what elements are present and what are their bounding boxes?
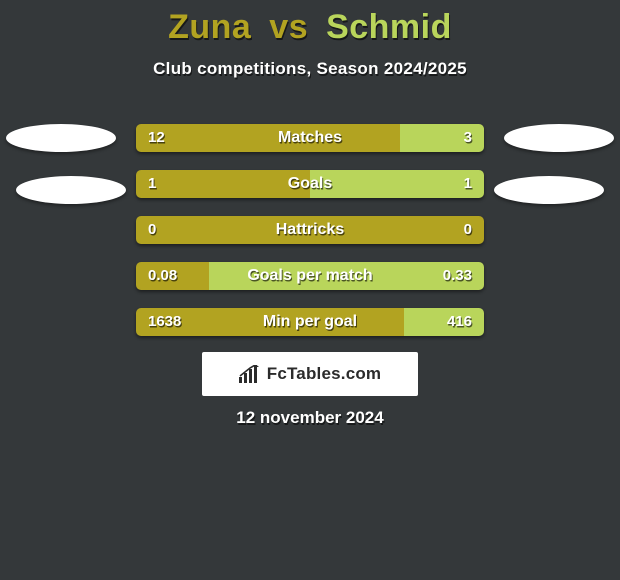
stat-row: 0.080.33Goals per match [136,262,484,290]
subtitle: Club competitions, Season 2024/2025 [0,59,620,79]
value-left: 1638 [136,308,193,336]
stat-row: 00Hattricks [136,216,484,244]
player1-name: Zuna [168,8,251,46]
avatar [16,176,126,204]
avatar [504,124,614,152]
value-right: 416 [435,308,484,336]
value-left: 12 [136,124,177,152]
value-right: 3 [452,124,484,152]
stat-row: 1638416Min per goal [136,308,484,336]
vs-label: vs [269,8,308,46]
value-right: 0 [452,216,484,244]
avatar [6,124,116,152]
stat-row: 123Matches [136,124,484,152]
value-right: 1 [452,170,484,198]
badge-label: FcTables.com [267,364,382,384]
snapshot-date: 12 november 2024 [0,408,620,428]
chart-icon [239,365,261,383]
avatar [494,176,604,204]
comparison-chart: 123Matches11Goals00Hattricks0.080.33Goal… [136,124,484,354]
value-right: 0.33 [431,262,484,290]
stat-row: 11Goals [136,170,484,198]
bar-left [136,216,484,244]
value-left: 1 [136,170,168,198]
comparison-title: Zuna vs Schmid [0,0,620,47]
fctables-badge[interactable]: FcTables.com [202,352,418,396]
player2-name: Schmid [326,8,452,46]
value-left: 0 [136,216,168,244]
value-left: 0.08 [136,262,189,290]
